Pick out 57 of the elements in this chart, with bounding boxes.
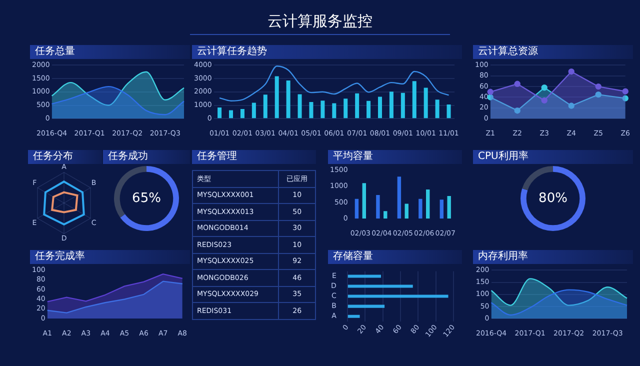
bar — [426, 190, 430, 219]
bar — [309, 102, 314, 118]
bar — [263, 94, 268, 118]
bar — [418, 198, 422, 219]
text: 任务管理 — [192, 150, 316, 164]
bar — [344, 98, 348, 118]
bar — [298, 94, 302, 118]
point — [487, 88, 494, 95]
bar — [400, 92, 405, 118]
data-label: 65% — [132, 190, 161, 206]
bar — [376, 195, 380, 219]
bar — [332, 103, 336, 118]
point — [568, 102, 574, 109]
bar — [274, 76, 279, 118]
bar — [252, 102, 256, 118]
point — [514, 80, 520, 87]
bar — [389, 92, 394, 118]
bar — [384, 211, 388, 219]
chart-title: 任务总量 — [30, 45, 190, 59]
data-label: 80% — [538, 190, 568, 206]
line-series — [218, 66, 450, 102]
point — [541, 84, 548, 91]
bar — [366, 100, 371, 118]
bar — [424, 88, 428, 118]
point — [568, 68, 574, 75]
bar — [218, 108, 222, 118]
chart-title: 存储容量 — [328, 250, 462, 264]
point — [622, 88, 628, 94]
chart-title: 内存利用率 — [473, 250, 633, 264]
chart-title: CPU利用率 — [473, 150, 633, 164]
point — [595, 91, 602, 98]
chart-title: 云计算任务趋势 — [192, 45, 462, 59]
bar — [440, 200, 444, 219]
bar — [320, 100, 325, 118]
bar — [229, 110, 234, 118]
point — [595, 83, 602, 90]
bar — [447, 196, 451, 219]
bar — [397, 176, 402, 219]
bar — [378, 96, 382, 118]
bar — [446, 104, 451, 118]
chart-title: 任务成功 — [103, 150, 190, 164]
bar — [362, 183, 366, 219]
bar — [404, 204, 408, 219]
bar — [240, 108, 244, 118]
point — [514, 107, 520, 114]
bar — [355, 93, 360, 118]
text: 云计算服务监控 — [190, 8, 450, 35]
bar — [412, 81, 416, 118]
chart-title: 任务分布 — [28, 150, 102, 164]
bar — [435, 100, 440, 118]
bar — [286, 80, 290, 118]
chart-title: 云计算总资源 — [473, 45, 633, 59]
chart-title: 任务完成率 — [30, 250, 190, 264]
point — [541, 97, 548, 104]
point — [622, 95, 628, 102]
chart-title: 平均容量 — [328, 150, 462, 164]
bar — [354, 198, 359, 219]
